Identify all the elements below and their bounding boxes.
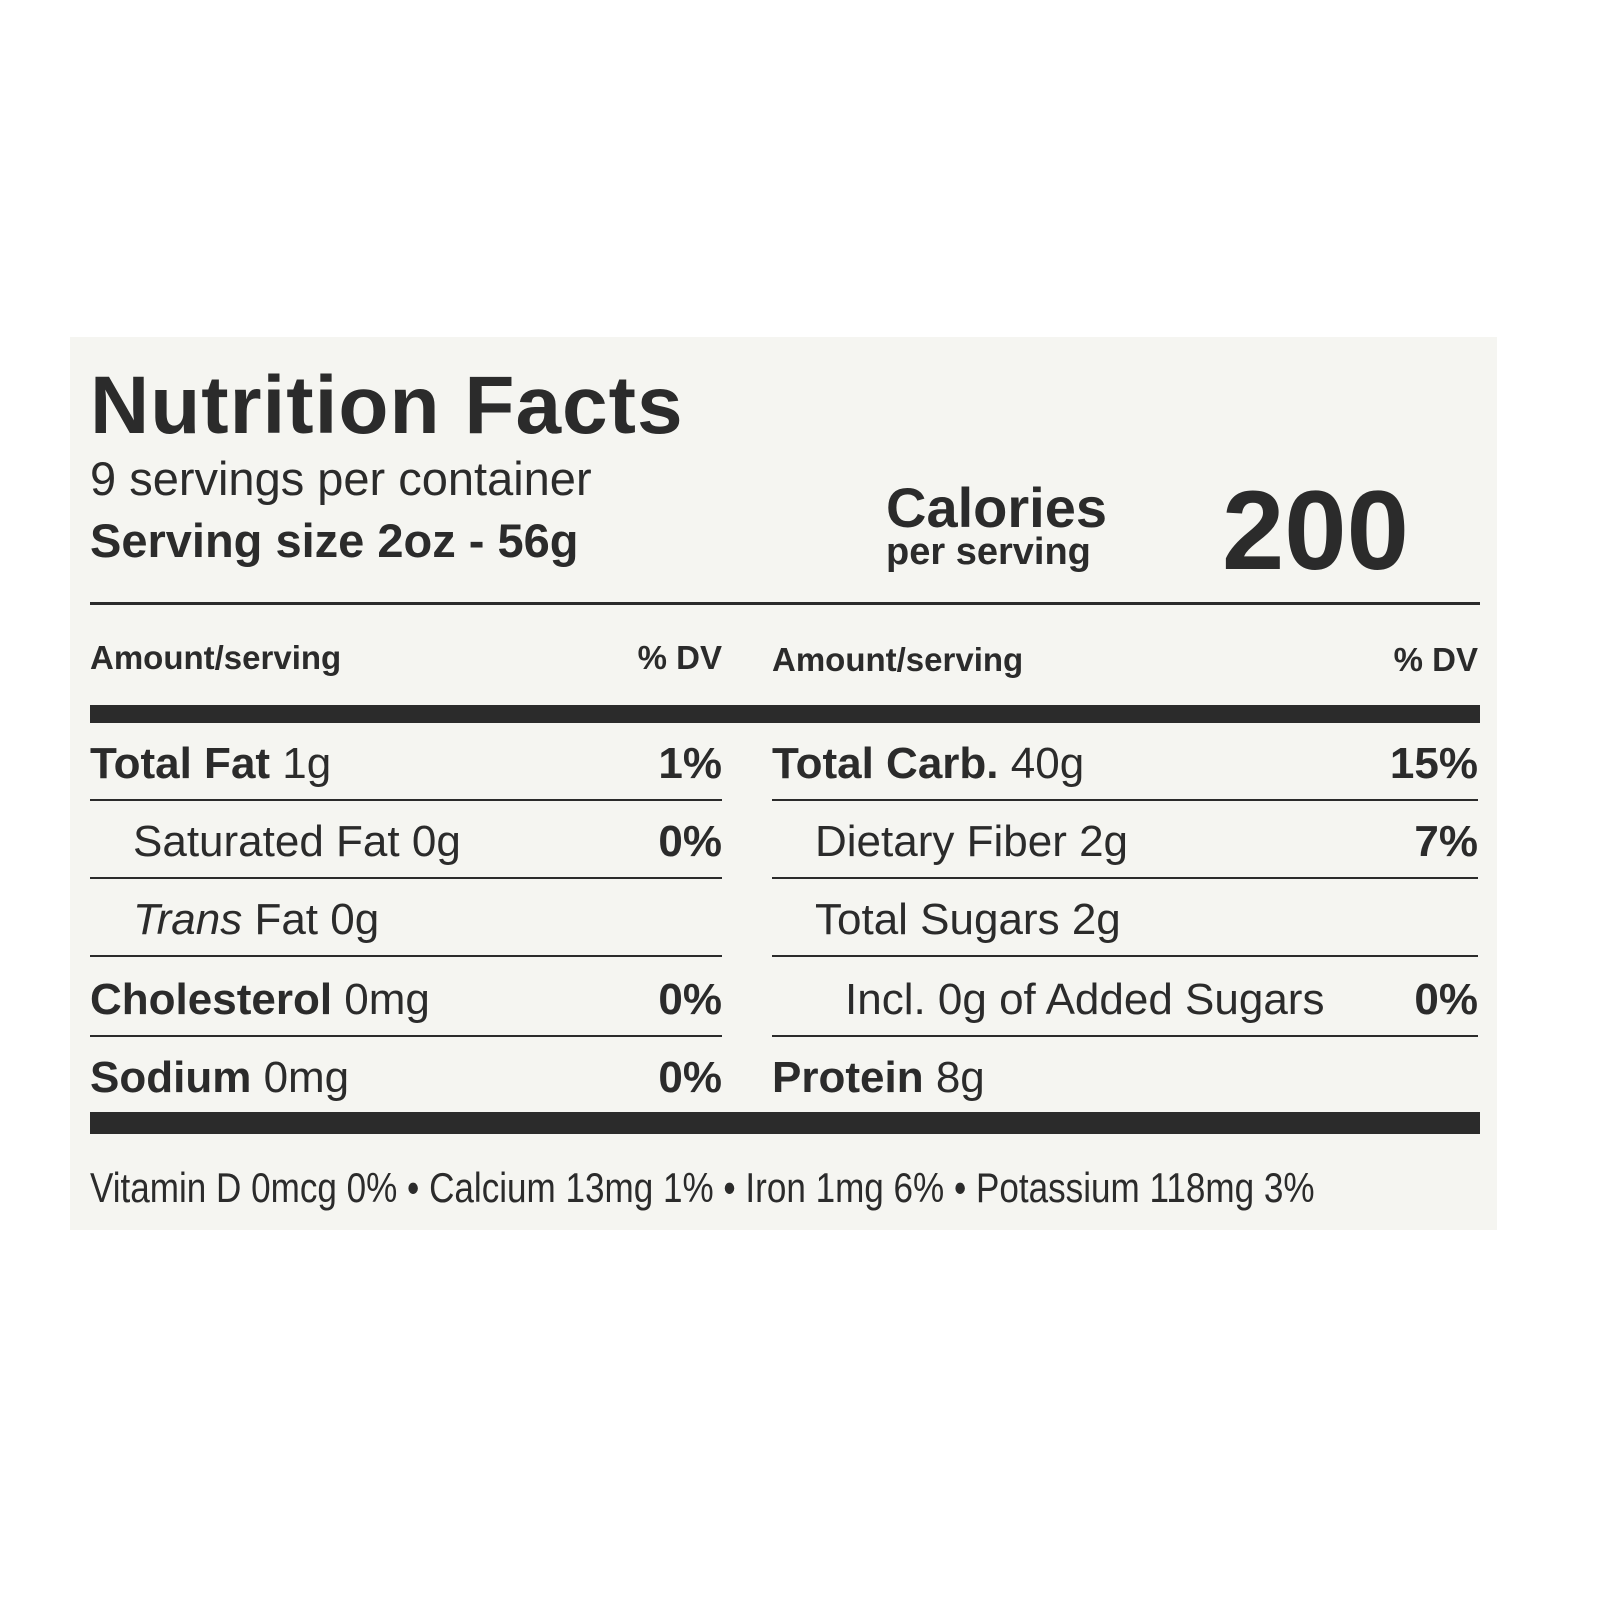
nutrient-name: Sodium [90,1053,252,1102]
nutrient-amount: 2g [1079,817,1129,866]
nutrient-row: Dietary Fiber 2g [815,820,1128,864]
nutrient-row: Protein 8g [772,1056,985,1100]
calories-value: 200 [1222,468,1409,593]
daily-value: 0% [658,817,722,866]
nutrient-amount: 0g [411,817,461,866]
nutrient-name: Cholesterol [90,975,333,1024]
daily-value: 0% [658,975,722,1024]
column-header: Amount/serving [90,639,342,676]
row-rule [772,1035,1478,1037]
nutrient-name: Total Fat [90,739,271,788]
calories-label: Calories [886,476,1107,539]
nutrient-name: Trans [133,895,243,944]
nutrient-row: Cholesterol 0mg [90,978,430,1022]
servings: 9 servings per container [90,452,592,505]
nutrient-row: Saturated Fat 0g [133,820,461,864]
nutrient-name: Total Carb. [772,739,999,788]
title: Nutrition Facts [90,360,684,451]
nutrient-row: Total Fat 1g [90,742,331,786]
nutrient-name: Saturated Fat [133,817,400,866]
serving-size: Serving size 2oz - 56g [90,514,579,567]
thick-rule [90,1112,1480,1134]
nutrient-amount: 1g [282,739,332,788]
footer: Vitamin D 0mcg 0% • Calcium 13mg 1% • Ir… [90,1164,1315,1211]
rule [90,602,1480,605]
thick-rule [90,705,1480,723]
row-rule [90,955,722,957]
nutrient-amount: 2g [1071,895,1121,944]
nutrient-name: Dietary Fiber [815,817,1067,866]
nutrient-name: Protein [772,1053,924,1102]
column-header: % DV [637,639,722,676]
daily-value: 1% [658,739,722,788]
daily-value: 0% [658,1053,722,1102]
row-rule [772,877,1478,879]
row-rule [90,877,722,879]
row-rule [772,955,1478,957]
nutrient-amount: 0mg [263,1053,350,1102]
nutrient-amount: 40g [1010,739,1085,788]
nutrient-row: Sodium 0mg [90,1056,349,1100]
nutrient-row: Total Carb. 40g [772,742,1084,786]
nutrition-label: Nutrition Facts 9 servings per container… [70,337,1497,1230]
row-rule [90,799,722,801]
nutrient-name: Total Sugars [815,895,1060,944]
row-rule [90,1035,722,1037]
nutrient-amount: Fat 0g [254,895,380,944]
daily-value: 0% [1414,975,1478,1024]
daily-value: 15% [1389,739,1478,788]
row-rule [772,799,1478,801]
nutrient-row: Incl. 0g of Added Sugars [845,978,1324,1022]
daily-value: 7% [1414,817,1478,866]
nutrient-name: Incl. 0g of Added Sugars [845,975,1325,1024]
column-header: Amount/serving [772,641,1024,678]
nutrient-amount: 0mg [344,975,430,1024]
nutrient-amount: 8g [935,1053,985,1102]
calories-sublabel: per serving [886,531,1091,573]
column-header: % DV [1393,641,1478,678]
nutrient-row: Total Sugars 2g [815,898,1121,942]
nutrient-row: Trans Fat 0g [133,898,379,942]
